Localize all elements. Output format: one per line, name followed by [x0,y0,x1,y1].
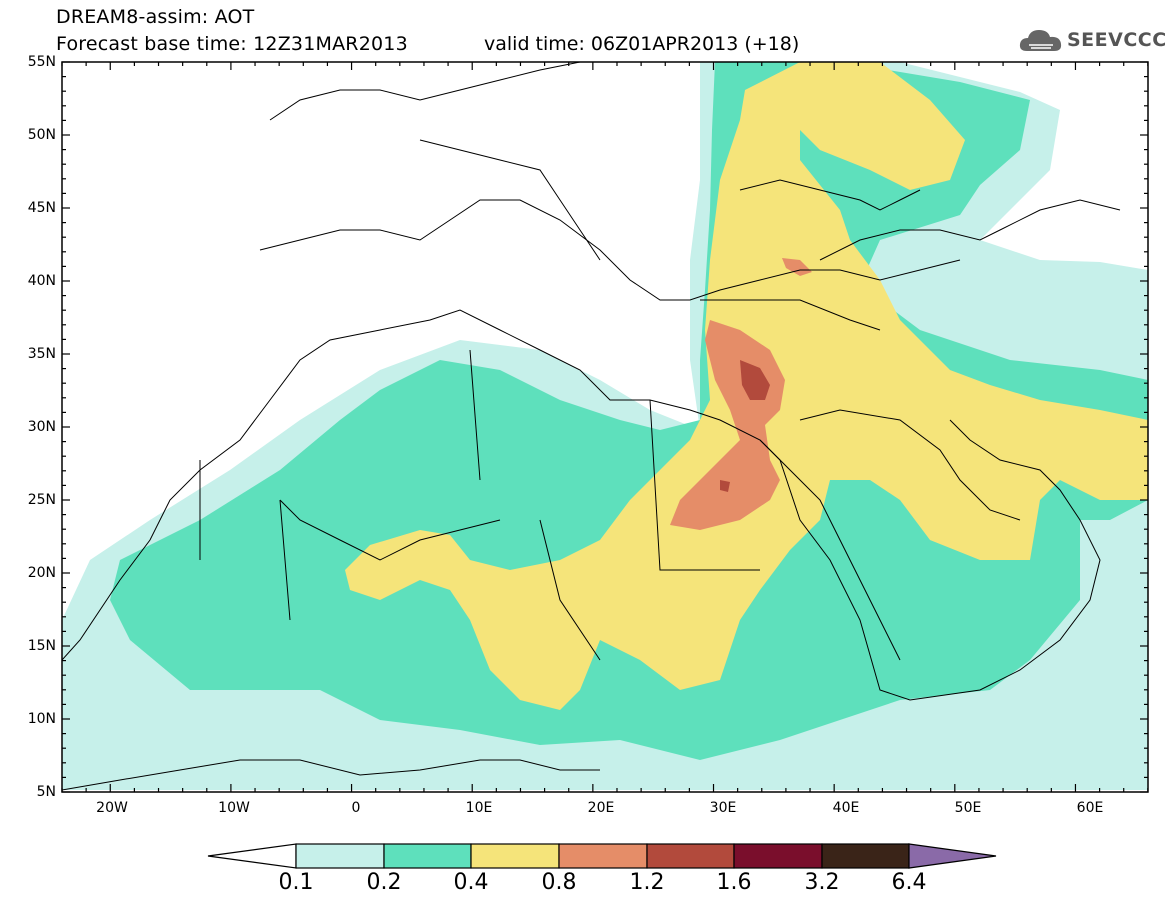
cloud-icon [1019,30,1062,51]
aot-region-0.8-b [782,258,812,276]
lon-label: 40E [832,800,860,816]
colorbar-label: 1.6 [716,870,752,895]
colorbar-arrow-high [908,843,997,869]
aot-region-1.2-b [720,480,730,492]
lat-label: 15N [27,638,56,654]
logo-text: SEEVCCC [1067,29,1165,51]
forecast-base-time: Forecast base time: 12Z31MAR2013 [56,33,408,55]
lon-label: 20E [587,800,615,816]
colorbar-label: 1.2 [629,870,665,895]
lat-label: 50N [27,127,56,143]
lon-label: 0 [351,800,361,816]
colorbar-swatch-4 [646,843,735,869]
map-title: DREAM8-assim: AOT [56,6,255,28]
lon-label: 50E [954,800,982,816]
lat-label: 45N [27,200,56,216]
lon-label: 20W [96,800,128,816]
colorbar-swatch-2 [470,843,560,869]
colorbar-swatch-0 [295,843,385,869]
lat-label: 35N [27,346,56,362]
lat-label: 10N [27,711,56,727]
colorbar-label: 0.4 [453,870,489,895]
colorbar-label: 0.1 [278,870,314,895]
lat-label: 40N [27,273,56,289]
colorbar-swatch-3 [558,843,648,869]
lat-label: 25N [27,492,56,508]
colorbar-label: 6.4 [891,870,927,895]
lat-label: 5N [36,784,56,800]
lon-label: 10W [218,800,250,816]
aot-region-1.2 [740,360,770,400]
colorbar-label: 0.8 [541,870,577,895]
lon-label: 60E [1076,800,1104,816]
lon-label: 30E [709,800,737,816]
lon-label: 10E [465,800,493,816]
colorbar-swatch-1 [383,843,472,869]
lat-label: 55N [27,54,56,70]
colorbar-swatch-6 [821,843,910,869]
colorbar [207,843,997,869]
seevccc-logo: SEEVCCC [1017,25,1165,57]
colorbar-label: 0.2 [366,870,402,895]
valid-time: valid time: 06Z01APR2013 (+18) [484,33,800,55]
colorbar-label: 3.2 [804,870,840,895]
lat-label: 20N [27,565,56,581]
colorbar-swatch-5 [733,843,823,869]
coastlines [62,62,1121,791]
colorbar-arrow-low [207,843,297,869]
lat-label: 30N [27,419,56,435]
